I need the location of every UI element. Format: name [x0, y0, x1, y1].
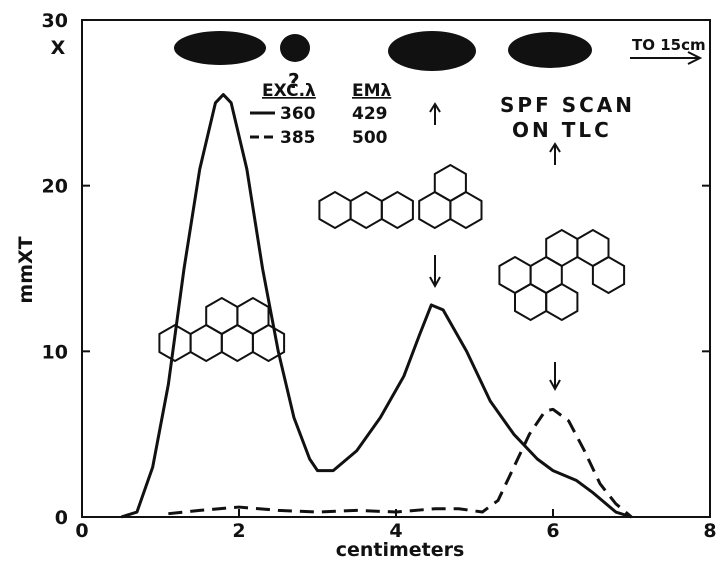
x-axis-label: centimeters — [336, 539, 465, 561]
ring — [546, 230, 577, 266]
ring — [319, 192, 350, 228]
x-tick-label: 6 — [546, 520, 559, 542]
legend-emission: 429 — [352, 104, 388, 124]
y-tick-label: 20 — [42, 176, 68, 198]
annotation: SPF SCAN — [500, 93, 635, 117]
y-tick-label: 30 — [42, 10, 68, 32]
annotation: X — [51, 37, 66, 59]
x-tick-label: 4 — [389, 520, 402, 542]
annotation: ? — [288, 69, 303, 93]
ring — [382, 192, 413, 228]
x-tick-label: 2 — [232, 520, 245, 542]
ring — [546, 284, 577, 320]
x-tick-label: 0 — [75, 520, 88, 542]
ring — [593, 257, 624, 293]
legend-excitation: 385 — [280, 128, 316, 148]
y-axis-label: mmXT — [15, 236, 37, 303]
annotation: ON TLC — [512, 118, 612, 142]
ring — [450, 192, 481, 228]
y-tick-label: 0 — [55, 507, 68, 529]
ring — [351, 192, 382, 228]
legend-emission: 500 — [352, 128, 388, 148]
x-tick-label: 8 — [703, 520, 716, 542]
arrows — [430, 104, 560, 389]
series-line — [168, 409, 631, 517]
chart: centimeters mmXT EXC.λ EMλ 360 429 385 5… — [0, 0, 720, 569]
ring — [206, 298, 237, 334]
legend-excitation: 360 — [280, 104, 316, 124]
molecules — [159, 165, 624, 361]
spot — [280, 34, 310, 62]
legend-header: EMλ — [352, 81, 392, 101]
spot — [508, 32, 592, 68]
ring — [515, 284, 546, 320]
spot — [174, 31, 266, 65]
y-tick-label: 10 — [42, 341, 68, 363]
spot — [388, 31, 476, 71]
annotation: TO 15cm — [632, 36, 706, 54]
